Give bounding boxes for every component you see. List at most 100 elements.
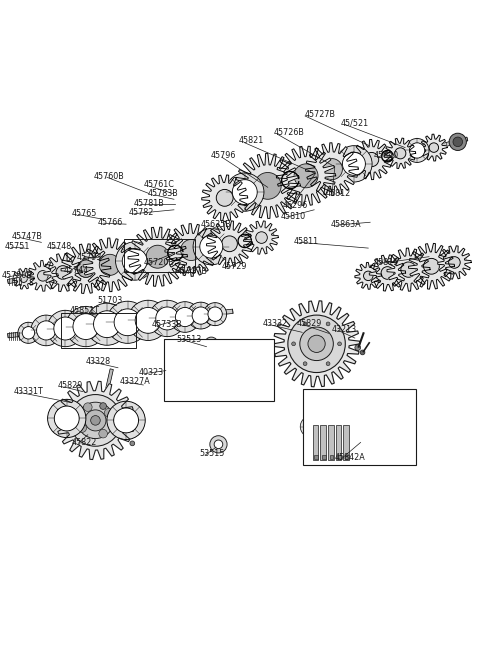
Circle shape bbox=[360, 350, 365, 355]
Polygon shape bbox=[438, 246, 471, 279]
Bar bbox=[336, 425, 341, 460]
Polygon shape bbox=[61, 244, 111, 294]
Circle shape bbox=[149, 300, 185, 336]
Circle shape bbox=[395, 148, 406, 159]
Text: 45766: 45766 bbox=[97, 217, 122, 227]
Bar bbox=[60, 313, 136, 348]
Text: 43332: 43332 bbox=[263, 319, 288, 328]
Circle shape bbox=[222, 236, 238, 252]
Text: 45748: 45748 bbox=[46, 242, 72, 251]
Circle shape bbox=[47, 310, 84, 347]
Circle shape bbox=[48, 399, 86, 438]
Circle shape bbox=[288, 315, 345, 373]
Polygon shape bbox=[274, 301, 360, 387]
Circle shape bbox=[300, 327, 333, 361]
Circle shape bbox=[263, 349, 273, 358]
Circle shape bbox=[86, 303, 128, 345]
Circle shape bbox=[381, 267, 394, 279]
Circle shape bbox=[77, 260, 95, 277]
Text: 45733B: 45733B bbox=[152, 320, 182, 329]
Text: 40323: 40323 bbox=[139, 368, 164, 377]
Circle shape bbox=[31, 315, 61, 346]
Bar bbox=[329, 455, 333, 459]
Circle shape bbox=[228, 391, 233, 396]
Polygon shape bbox=[44, 254, 82, 292]
Circle shape bbox=[175, 307, 194, 327]
Text: 45761C: 45761C bbox=[144, 181, 174, 189]
Circle shape bbox=[156, 307, 179, 330]
Text: 45790B: 45790B bbox=[1, 271, 33, 281]
Circle shape bbox=[342, 152, 365, 175]
Polygon shape bbox=[245, 221, 278, 254]
Circle shape bbox=[303, 322, 307, 326]
Text: 45720B: 45720B bbox=[144, 258, 174, 267]
Circle shape bbox=[303, 362, 307, 366]
Polygon shape bbox=[165, 223, 217, 277]
Text: 45793: 45793 bbox=[76, 253, 102, 262]
Circle shape bbox=[204, 363, 213, 372]
Polygon shape bbox=[8, 231, 274, 284]
Circle shape bbox=[326, 362, 330, 366]
Circle shape bbox=[128, 300, 168, 340]
Circle shape bbox=[99, 429, 108, 438]
Circle shape bbox=[322, 158, 342, 179]
Polygon shape bbox=[218, 137, 468, 205]
Bar bbox=[328, 425, 334, 460]
Text: 45783B: 45783B bbox=[148, 189, 179, 198]
Circle shape bbox=[169, 302, 200, 332]
Bar bbox=[322, 455, 325, 459]
Circle shape bbox=[77, 260, 95, 277]
Text: 45729: 45729 bbox=[222, 261, 247, 271]
Circle shape bbox=[130, 441, 135, 445]
Circle shape bbox=[449, 133, 467, 150]
Polygon shape bbox=[276, 147, 336, 206]
Bar bbox=[303, 390, 416, 465]
Polygon shape bbox=[83, 238, 137, 292]
Polygon shape bbox=[235, 153, 300, 218]
Text: 45842A: 45842A bbox=[335, 453, 365, 463]
Circle shape bbox=[91, 416, 100, 425]
Circle shape bbox=[18, 323, 39, 344]
Text: 45829: 45829 bbox=[297, 319, 322, 328]
Circle shape bbox=[73, 313, 99, 340]
Circle shape bbox=[147, 246, 168, 267]
Circle shape bbox=[100, 256, 120, 275]
Circle shape bbox=[204, 337, 218, 351]
Circle shape bbox=[193, 229, 229, 265]
Bar bbox=[164, 339, 274, 401]
Polygon shape bbox=[385, 138, 416, 169]
Circle shape bbox=[214, 440, 223, 449]
Circle shape bbox=[36, 321, 56, 340]
Text: 45810: 45810 bbox=[281, 212, 306, 221]
Text: 45751: 45751 bbox=[4, 242, 30, 251]
Text: 45760B: 45760B bbox=[94, 171, 125, 181]
Circle shape bbox=[182, 241, 200, 260]
Bar bbox=[337, 455, 341, 459]
Text: 43328: 43328 bbox=[86, 357, 111, 365]
Text: 45781B: 45781B bbox=[134, 198, 165, 208]
Circle shape bbox=[429, 143, 439, 152]
Circle shape bbox=[78, 424, 86, 432]
Text: 45744: 45744 bbox=[64, 265, 89, 275]
Circle shape bbox=[187, 302, 214, 329]
Text: 45782: 45782 bbox=[129, 208, 155, 217]
Circle shape bbox=[254, 173, 281, 199]
Circle shape bbox=[405, 139, 429, 162]
Polygon shape bbox=[360, 257, 466, 280]
Polygon shape bbox=[216, 359, 243, 386]
Polygon shape bbox=[387, 248, 430, 291]
Circle shape bbox=[256, 232, 267, 243]
Polygon shape bbox=[239, 357, 263, 381]
Polygon shape bbox=[355, 262, 382, 289]
Text: 43331T: 43331T bbox=[14, 387, 44, 396]
Text: 45635B: 45635B bbox=[201, 219, 231, 229]
Circle shape bbox=[128, 254, 142, 268]
Circle shape bbox=[364, 152, 379, 167]
Polygon shape bbox=[351, 139, 392, 179]
Circle shape bbox=[54, 406, 79, 431]
Polygon shape bbox=[128, 227, 187, 286]
Polygon shape bbox=[56, 381, 135, 459]
Polygon shape bbox=[408, 243, 455, 289]
Circle shape bbox=[208, 340, 215, 347]
Circle shape bbox=[100, 403, 107, 409]
